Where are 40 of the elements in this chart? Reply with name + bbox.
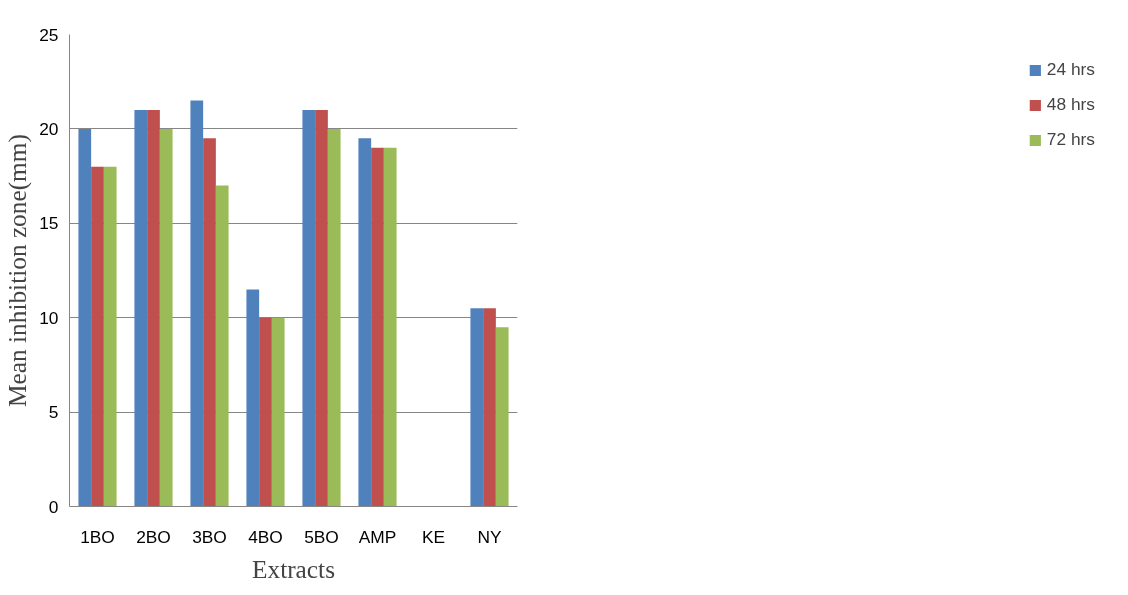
x-tick-label: KE xyxy=(421,526,446,547)
y-tick-label: 25 xyxy=(39,24,59,45)
x-tick-label: 3BO xyxy=(192,526,227,547)
bar xyxy=(470,308,484,507)
y-axis-title: Mean inhibition zone(mm) xyxy=(3,134,33,407)
bar xyxy=(302,110,316,507)
x-tick-label: 5BO xyxy=(304,526,339,547)
y-tick-label: 5 xyxy=(48,402,59,423)
bar xyxy=(495,327,509,507)
bar xyxy=(483,308,496,507)
bar xyxy=(383,147,397,507)
bar xyxy=(259,317,272,507)
legend-label: 24 hrs xyxy=(1046,59,1095,80)
bar xyxy=(91,166,104,507)
x-tick-label: AMP xyxy=(358,526,397,547)
y-tick-label: 20 xyxy=(39,118,59,139)
x-axis-title: Extracts xyxy=(252,554,335,583)
bar xyxy=(315,110,328,507)
legend-label: 48 hrs xyxy=(1046,94,1095,115)
bar xyxy=(103,166,117,507)
bar xyxy=(371,147,384,507)
x-tick-label: 1BO xyxy=(80,526,115,547)
bar xyxy=(134,110,148,507)
legend-label: 72 hrs xyxy=(1046,129,1095,150)
bar xyxy=(327,128,341,507)
y-tick-label: 10 xyxy=(39,307,59,328)
bar xyxy=(246,289,260,507)
x-tick-label: NY xyxy=(477,526,502,547)
y-tick-label: 15 xyxy=(39,213,59,234)
bar xyxy=(190,100,204,507)
bar xyxy=(215,185,229,507)
bar xyxy=(147,110,160,507)
bar xyxy=(203,138,216,507)
bar xyxy=(78,128,92,507)
bar xyxy=(358,138,372,507)
x-tick-label: 2BO xyxy=(136,526,171,547)
y-tick-label: 0 xyxy=(48,496,59,517)
bar xyxy=(159,128,173,507)
x-tick-label: 4BO xyxy=(248,526,283,547)
bar xyxy=(271,317,285,507)
